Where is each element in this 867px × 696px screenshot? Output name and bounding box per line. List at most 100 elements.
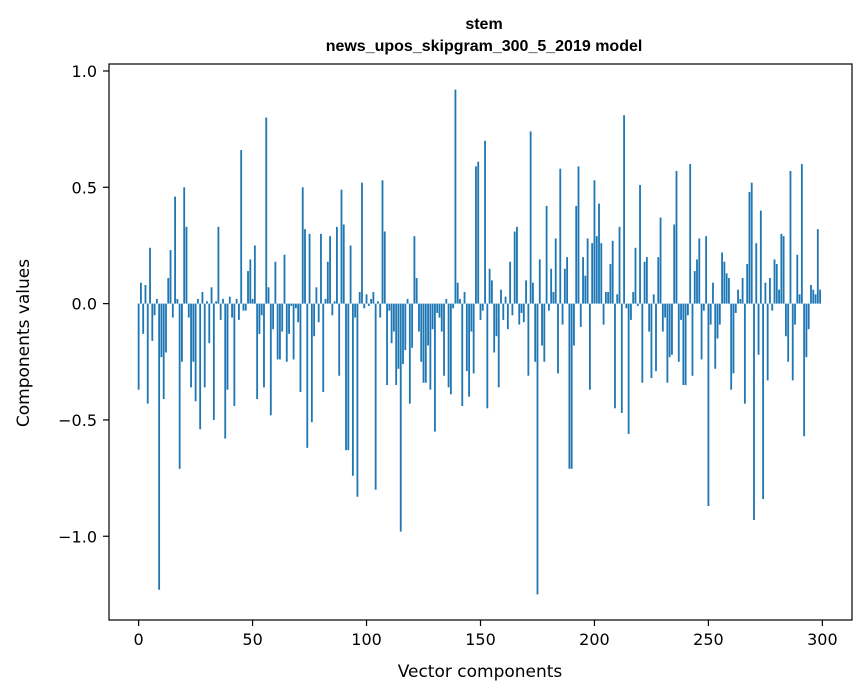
bar-200 (593, 180, 596, 304)
bar-72 (301, 187, 304, 304)
bar-21 (185, 226, 188, 304)
x-tick-label: 200 (579, 630, 610, 649)
bar-57 (267, 287, 270, 304)
bar-90 (342, 224, 345, 304)
bar-236 (675, 171, 678, 304)
bar-217 (632, 291, 635, 304)
bar-269 (750, 182, 753, 304)
bar-39 (226, 303, 229, 390)
bar-167 (518, 303, 521, 325)
bar-154 (488, 268, 491, 304)
bar-89 (340, 189, 343, 304)
bar-198 (588, 303, 591, 390)
bar-35 (217, 226, 220, 304)
x-tick-label: 0 (134, 630, 144, 649)
bar-199 (591, 243, 594, 304)
bar-271 (755, 243, 758, 304)
bar-262 (734, 303, 737, 313)
bar-201 (595, 236, 598, 304)
bar-276 (766, 303, 769, 381)
bar-191 (573, 303, 575, 346)
bar-27 (199, 303, 202, 430)
bar-226 (652, 294, 655, 304)
bar-24 (192, 303, 195, 362)
bar-75 (308, 233, 311, 304)
bar-278 (771, 303, 774, 311)
bar-65 (285, 303, 288, 362)
bar-210 (616, 294, 619, 304)
bar-54 (260, 303, 263, 316)
bar-139 (454, 89, 457, 304)
y-tick-label: −1.0 (58, 527, 97, 546)
bar-80 (320, 233, 322, 304)
bar-163 (509, 261, 512, 304)
bar-209 (614, 303, 616, 409)
bar-228 (657, 257, 660, 304)
bar-95 (354, 303, 357, 318)
bar-241 (686, 303, 689, 316)
bar-8 (155, 298, 158, 304)
bar-268 (748, 191, 751, 304)
bar-30 (206, 301, 208, 304)
x-axis-ticks: 0 50 100 150 200 250 300 (134, 620, 838, 649)
bar-96 (356, 303, 359, 497)
bar-12 (165, 303, 167, 353)
bar-188 (566, 257, 569, 304)
bar-295 (810, 285, 812, 304)
bar-128 (429, 303, 432, 390)
bar-141 (459, 298, 461, 304)
bar-216 (630, 303, 632, 320)
bar-74 (306, 303, 309, 448)
bar-100 (365, 294, 368, 304)
bar-62 (279, 303, 281, 360)
bar-261 (732, 303, 735, 374)
bar-18 (178, 303, 181, 469)
bar-299 (819, 289, 821, 304)
bar-279 (773, 259, 776, 304)
bar-232 (666, 303, 669, 383)
bar-174 (534, 303, 537, 362)
x-tick-label: 50 (242, 630, 262, 649)
bar-122 (415, 278, 418, 304)
bar-287 (791, 303, 794, 381)
bar-94 (351, 303, 354, 476)
bar-296 (812, 289, 815, 304)
bar-234 (671, 303, 673, 355)
bar-202 (598, 203, 600, 304)
bar-280 (775, 264, 778, 304)
bar-289 (796, 254, 799, 304)
bar-144 (465, 303, 468, 372)
bar-173 (532, 282, 534, 304)
bar-44 (238, 303, 240, 320)
bar-60 (274, 261, 277, 304)
bar-293 (805, 303, 808, 358)
chart-title: stem (465, 16, 502, 33)
bar-115 (399, 303, 402, 532)
bar-1 (140, 282, 142, 304)
bar-179 (545, 205, 548, 304)
bar-185 (559, 168, 562, 304)
title-block: stem news_upos_skipgram_300_5_2019 model (326, 16, 643, 55)
bar-155 (490, 280, 493, 304)
bar-176 (538, 259, 541, 304)
bar-58 (269, 303, 272, 416)
bar-256 (721, 252, 723, 304)
bar-78 (315, 287, 318, 304)
bar-22 (187, 303, 190, 318)
bar-97 (358, 291, 361, 304)
bar-273 (759, 210, 762, 304)
bar-172 (529, 131, 532, 304)
bar-285 (787, 303, 790, 362)
bar-49 (249, 259, 252, 304)
bar-143 (463, 291, 466, 304)
bar-212 (620, 303, 623, 413)
bar-138 (452, 303, 455, 309)
bar-134 (443, 303, 445, 376)
bar-43 (235, 298, 238, 304)
bar-180 (547, 303, 550, 311)
bar-171 (527, 303, 530, 376)
bar-196 (584, 275, 587, 304)
bar-158 (497, 303, 500, 388)
bar-206 (607, 291, 610, 304)
bar-11 (162, 303, 165, 399)
